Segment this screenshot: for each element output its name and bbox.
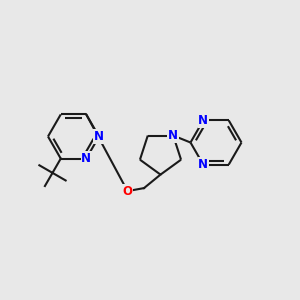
Text: N: N (94, 130, 104, 143)
Text: N: N (81, 152, 91, 165)
Text: N: N (198, 158, 208, 171)
Text: N: N (168, 129, 178, 142)
Text: O: O (122, 184, 133, 198)
Text: N: N (198, 114, 208, 127)
